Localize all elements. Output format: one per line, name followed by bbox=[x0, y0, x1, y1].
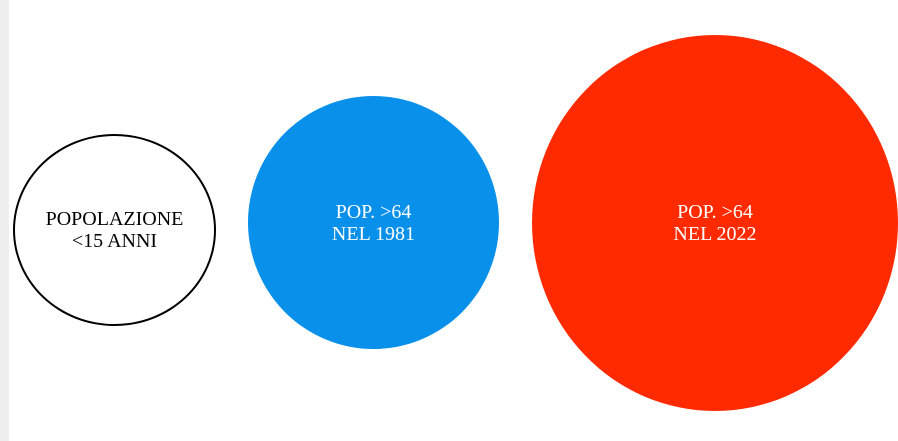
circle-population-under-15: POPOLAZIONE <15 ANNI bbox=[13, 134, 216, 326]
circle-label-line: POP. >64 bbox=[677, 201, 753, 223]
circle-label-line: <15 ANNI bbox=[71, 230, 158, 252]
circle-label-line: NEL 1981 bbox=[331, 222, 416, 245]
circle-population-over-64-2022: POP. >64 NEL 2022 bbox=[532, 35, 898, 411]
left-margin-strip bbox=[0, 0, 9, 441]
circle-label-line: NEL 2022 bbox=[673, 223, 757, 245]
circle-label-line: POP. >64 bbox=[335, 200, 412, 223]
circle-label-line: POPOLAZIONE bbox=[45, 208, 184, 230]
circle-population-over-64-1981: POP. >64 NEL 1981 bbox=[248, 96, 499, 349]
